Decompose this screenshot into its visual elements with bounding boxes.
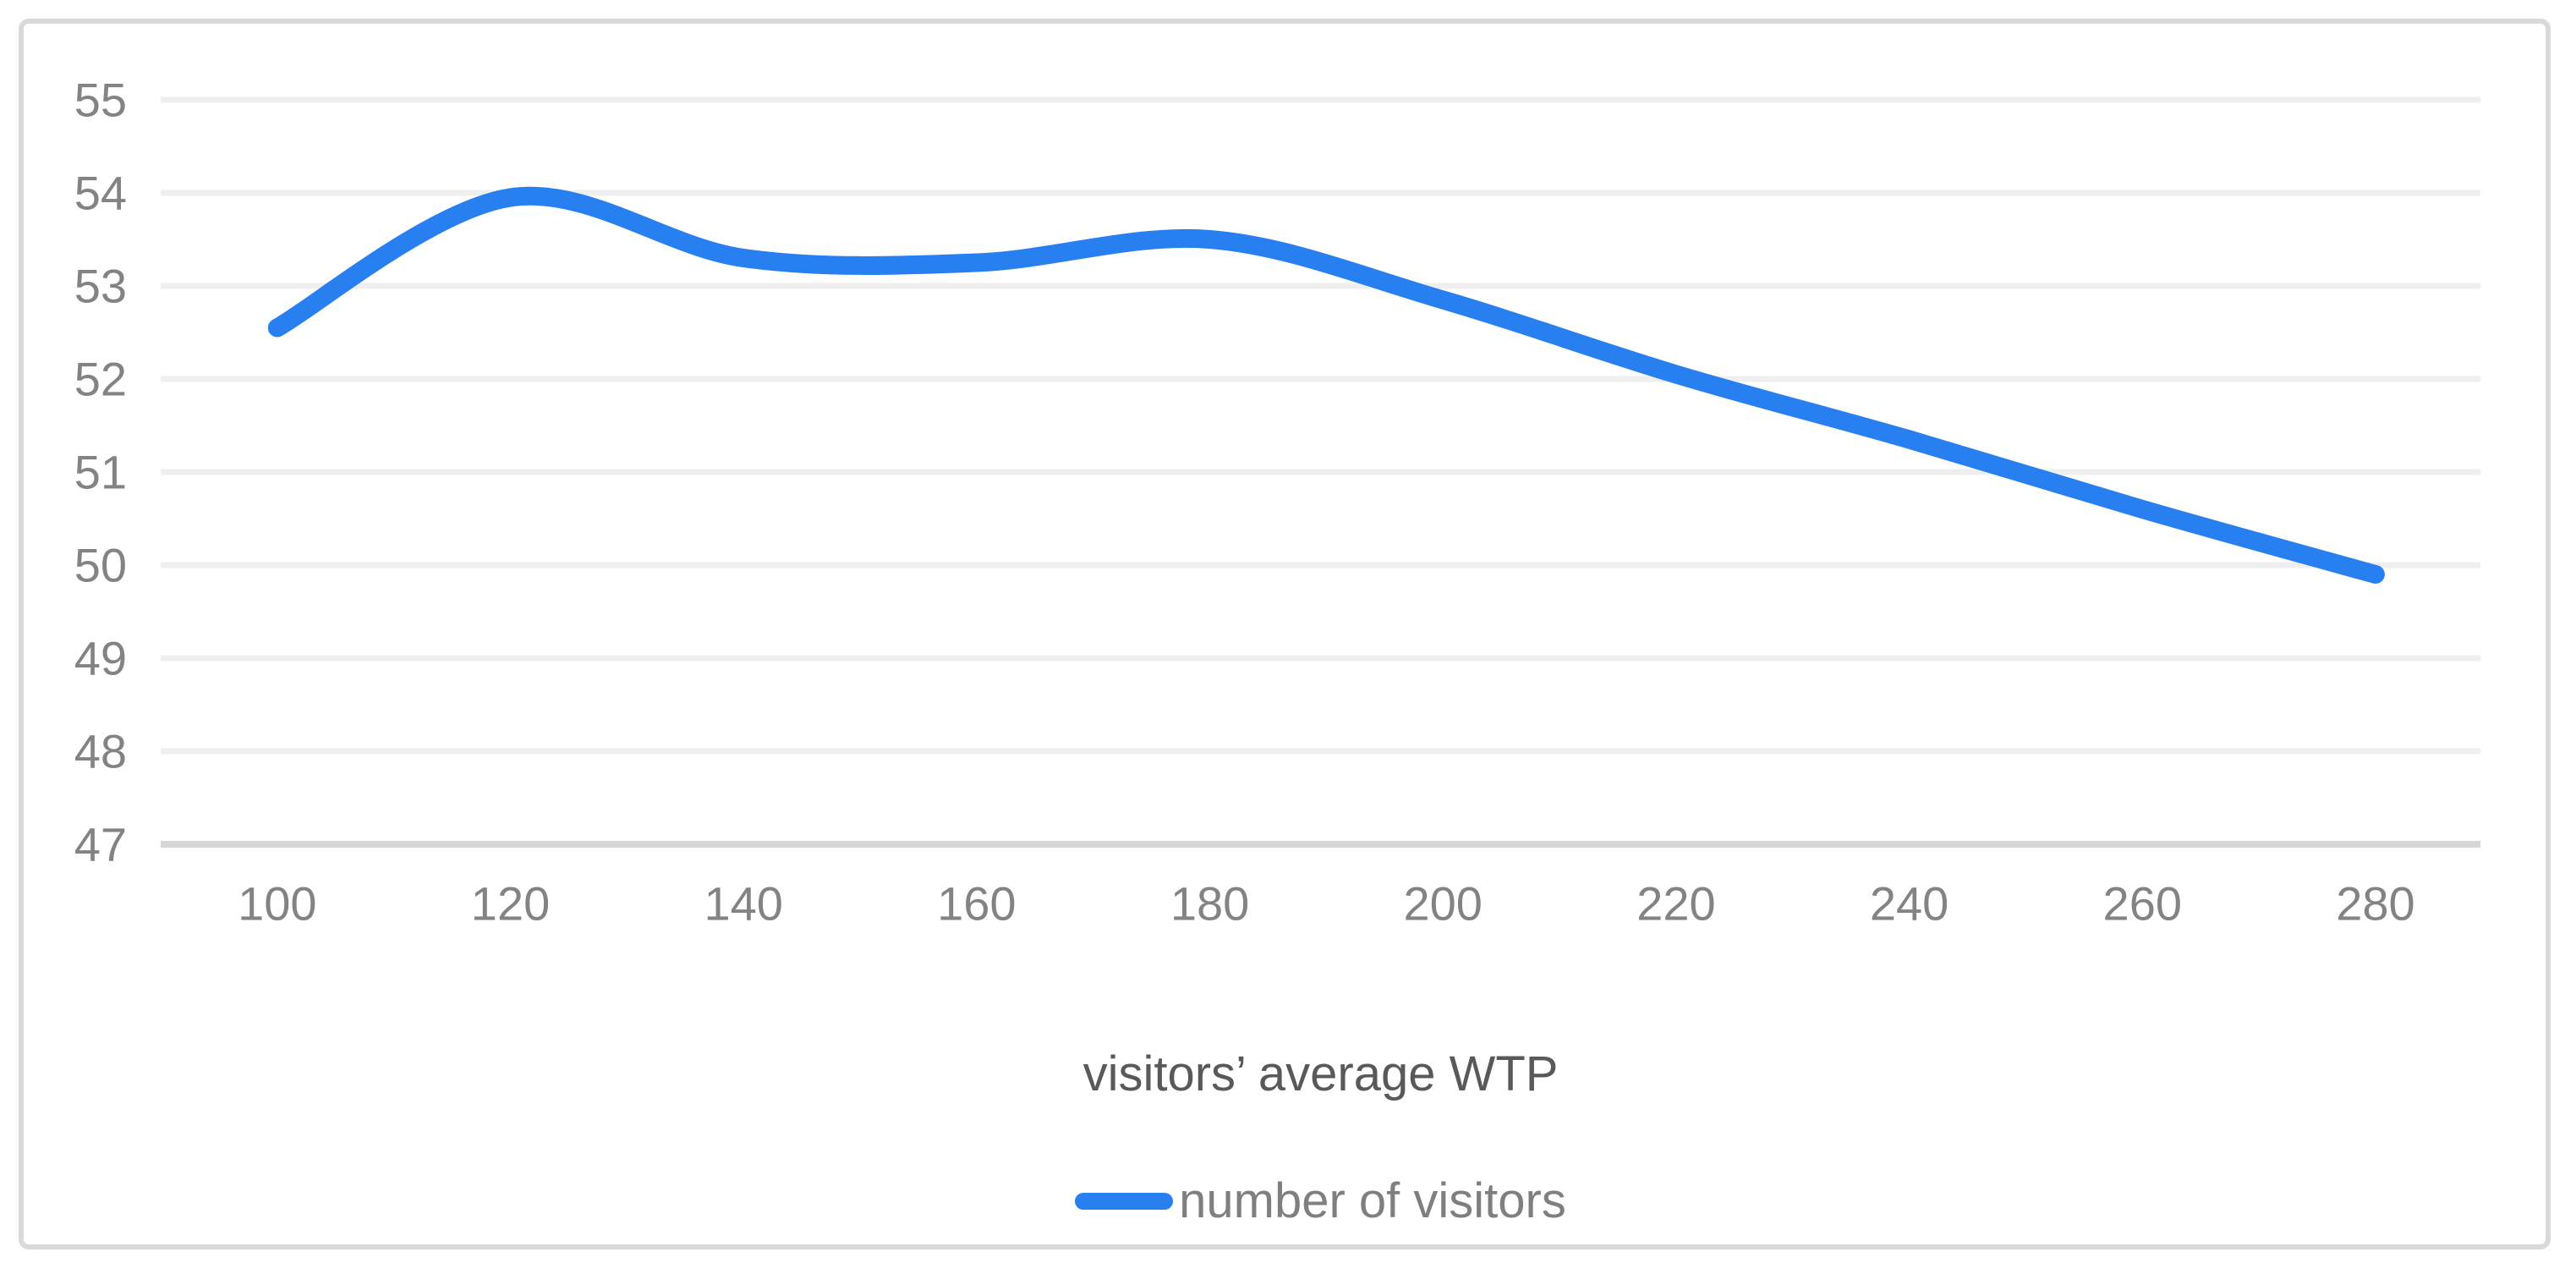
y-tick-label: 52	[74, 353, 127, 406]
y-tick-label: 50	[74, 539, 127, 592]
x-tick-label: 220	[1636, 877, 1715, 931]
y-tick-label: 51	[74, 446, 127, 499]
legend-line-swatch	[1075, 1192, 1174, 1210]
x-tick-label: 200	[1404, 877, 1483, 931]
y-tick-label: 54	[74, 167, 127, 220]
x-tick-label: 140	[704, 877, 782, 931]
x-axis-title: visitors’ average WTP	[1082, 1046, 1559, 1101]
x-tick-label: 120	[471, 877, 550, 931]
y-tick-label: 53	[74, 260, 127, 313]
x-tick-label: 100	[238, 877, 316, 931]
y-tick-label: 55	[74, 74, 127, 127]
y-tick-label: 48	[74, 725, 127, 778]
y-tick-label: 47	[74, 818, 127, 871]
x-tick-label: 260	[2103, 877, 2182, 931]
x-tick-label: 240	[1870, 877, 1948, 931]
legend-series-label: number of visitors	[1179, 1173, 1566, 1228]
y-tick-label: 49	[74, 632, 127, 685]
series-line	[267, 186, 2385, 584]
x-tick-label: 160	[937, 877, 1016, 931]
x-tick-label: 180	[1170, 877, 1249, 931]
x-tick-label: 280	[2336, 877, 2414, 931]
legend: number of visitors	[161, 1172, 2480, 1231]
